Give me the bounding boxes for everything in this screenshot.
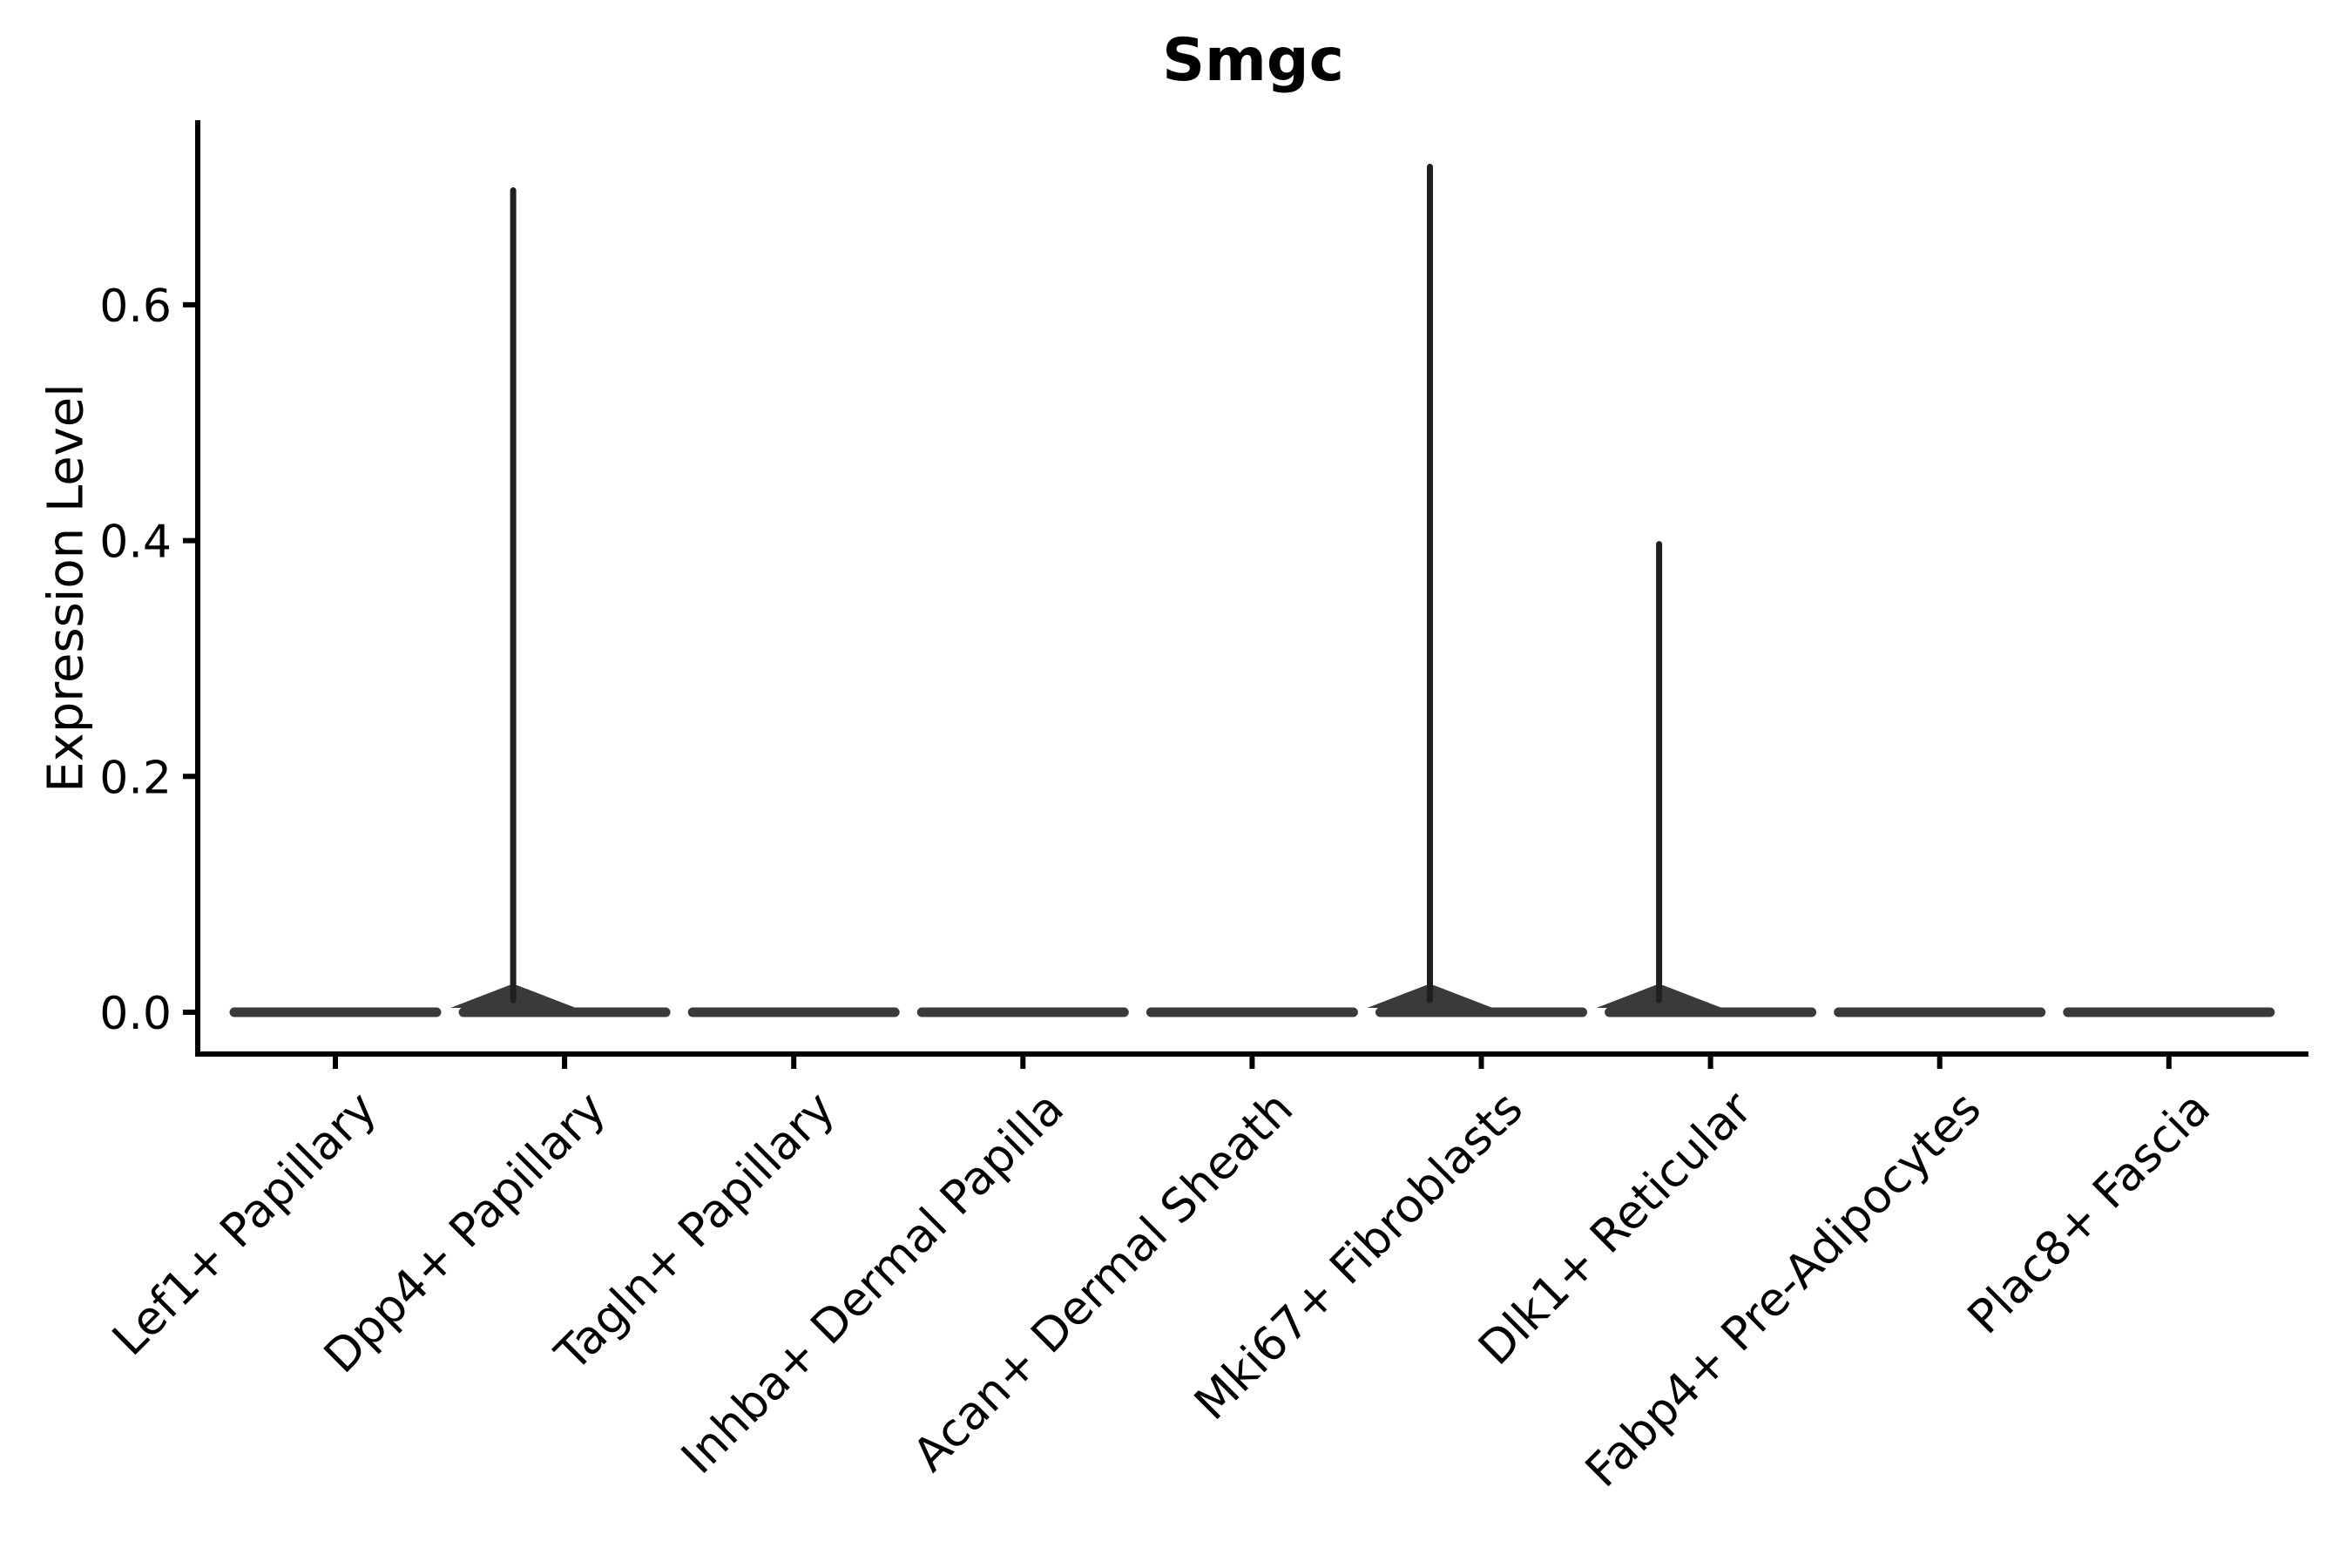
y-tick-label: 0.4 bbox=[99, 517, 172, 569]
chart-title: Smgc bbox=[1162, 26, 1344, 95]
y-tick-label: 0.0 bbox=[99, 988, 172, 1040]
y-tick-label: 0.6 bbox=[99, 280, 172, 333]
y-tick-label: 0.2 bbox=[99, 752, 172, 804]
